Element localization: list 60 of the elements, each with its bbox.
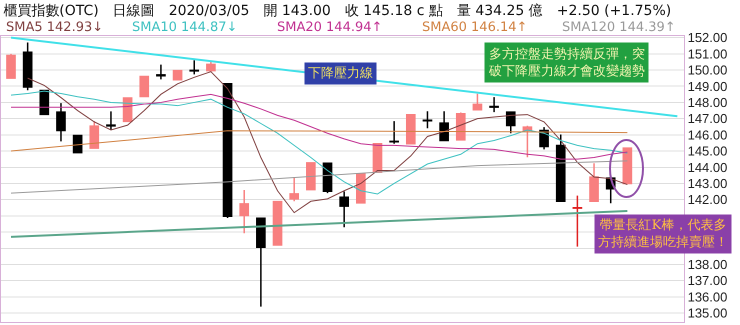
y-tick-label: 147.00 [688, 111, 728, 126]
candlestick [372, 143, 382, 173]
y-tick-label: 144.00 [688, 160, 728, 175]
line-series [10, 90, 628, 194]
candlestick [106, 110, 116, 130]
candlestick [72, 134, 82, 154]
annotation: 下降壓力線 [308, 66, 373, 81]
candlestick [439, 110, 449, 142]
candlestick [89, 120, 100, 149]
line-series [10, 130, 628, 152]
annotation: 多方控盤走勢持續反彈，突破下降壓力線才會改變趨勢 [488, 46, 645, 79]
y-tick-label: 135.00 [688, 306, 728, 321]
candlestick [389, 120, 399, 145]
candlestick [56, 102, 66, 142]
y-tick-label: 146.00 [688, 127, 728, 142]
candlestick [589, 162, 599, 202]
candlestick [22, 42, 32, 92]
annotation: 帶量長紅K棒，代表多方持續進場吃掉賣壓！ [598, 218, 728, 250]
y-tick-label: 149.00 [688, 78, 728, 94]
chart-title: 櫃買指數(OTC) 日線圖 2020/03/05 開 143.00 收 145.18 c 點 量 434.25 億 +2.50 (+1.75%) [3, 2, 672, 19]
text: SMA60 146.14↑ [422, 20, 528, 35]
y-tick-label: 142.00 [688, 192, 728, 208]
candlestick [406, 114, 416, 145]
y-tick-label: 151.00 [688, 46, 728, 62]
candlestick [306, 162, 316, 190]
y-tick-label: 137.00 [688, 273, 728, 288]
candlestick [6, 53, 16, 79]
text: SMA20 144.94↑ [277, 20, 382, 35]
y-tick-label: 148.00 [688, 94, 728, 110]
candlestick [489, 96, 499, 113]
candlestick [239, 189, 250, 234]
text: SMA120 144.39↑ [562, 20, 676, 35]
candlestick [256, 218, 266, 308]
candlestick [472, 92, 482, 110]
candlestick [622, 147, 632, 184]
candlestick [222, 83, 232, 219]
text: SMA10 144.87↓ [132, 20, 238, 35]
candlestick [156, 64, 166, 80]
y-tick-label: 152.00 [688, 30, 728, 46]
y-tick-label: 136.00 [688, 289, 728, 304]
y-tick-label: 143.00 [688, 176, 728, 192]
candlestick [139, 76, 150, 98]
line-series [10, 160, 628, 194]
candlestick [522, 125, 532, 158]
candlestick [189, 60, 200, 76]
candlestick [289, 176, 300, 202]
candlestick [556, 134, 566, 202]
y-tick-label: 145.00 [688, 144, 728, 159]
candlestick [272, 200, 282, 246]
candlestick [322, 162, 332, 194]
line-series [10, 94, 628, 160]
candlestick [339, 190, 349, 228]
y-tick-label: 150.00 [688, 62, 728, 78]
candlestick [422, 110, 432, 129]
text: SMA5 142.93↓ [6, 20, 104, 35]
candlestick [172, 70, 182, 82]
candlestick [572, 194, 582, 248]
y-tick-label: 138.00 [688, 257, 728, 272]
candlestick [206, 61, 216, 72]
candlestick [506, 111, 516, 134]
